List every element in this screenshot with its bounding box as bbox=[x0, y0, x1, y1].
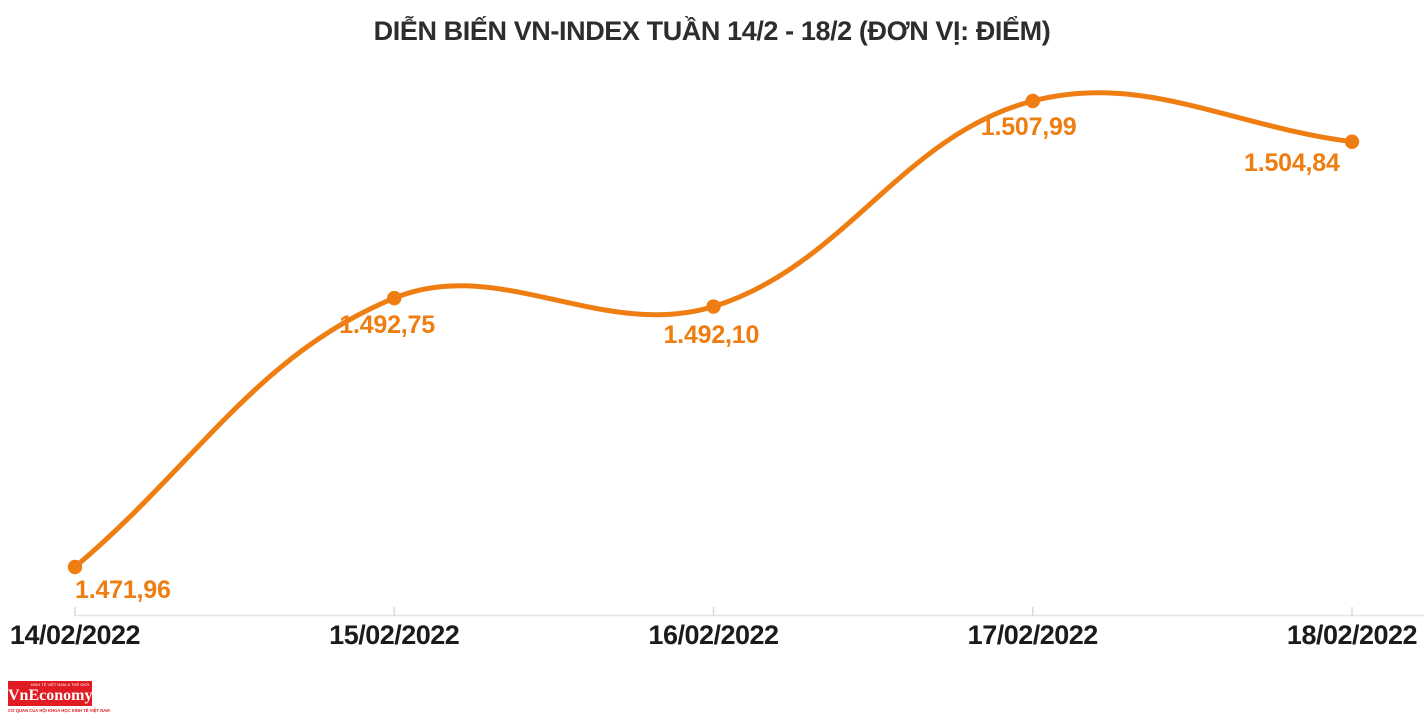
x-axis-tick-label: 15/02/2022 bbox=[329, 620, 460, 650]
x-axis-tick-label: 14/02/2022 bbox=[9, 620, 141, 650]
data-point-marker bbox=[1025, 93, 1040, 109]
value-label: 1.492,10 bbox=[663, 320, 760, 349]
data-point-marker bbox=[706, 299, 721, 314]
data-point-marker bbox=[1344, 134, 1360, 149]
value-label: 1.471,96 bbox=[75, 576, 171, 604]
vneconomy-logo-box: KINH TẾ VIỆT NAM & THẾ GIỚI VnEconomy bbox=[8, 681, 92, 706]
logo-wordmark: VnEconomy bbox=[8, 687, 92, 704]
data-point-marker bbox=[387, 290, 402, 306]
x-axis-tick-label: 17/02/2022 bbox=[967, 620, 1099, 650]
data-point-marker bbox=[67, 559, 83, 575]
value-label: 1.504,84 bbox=[1244, 148, 1340, 177]
x-axis-tick-label: 18/02/2022 bbox=[1286, 620, 1418, 650]
logo-tagline: CƠ QUAN CỦA HỘI KHOA HỌC KINH TẾ VIỆT NA… bbox=[8, 708, 110, 713]
value-label: 1.507,99 bbox=[980, 113, 1077, 141]
vneconomy-logo: KINH TẾ VIỆT NAM & THẾ GIỚI VnEconomy CƠ… bbox=[8, 681, 110, 713]
x-axis-tick-label: 16/02/2022 bbox=[648, 620, 779, 650]
logo-small-text: KINH TẾ VIỆT NAM & THẾ GIỚI bbox=[30, 682, 89, 687]
chart-title: DIỄN BIẾN VN-INDEX TUẦN 14/2 - 18/2 (ĐƠN… bbox=[373, 16, 1051, 46]
value-label: 1.492,75 bbox=[339, 311, 435, 340]
